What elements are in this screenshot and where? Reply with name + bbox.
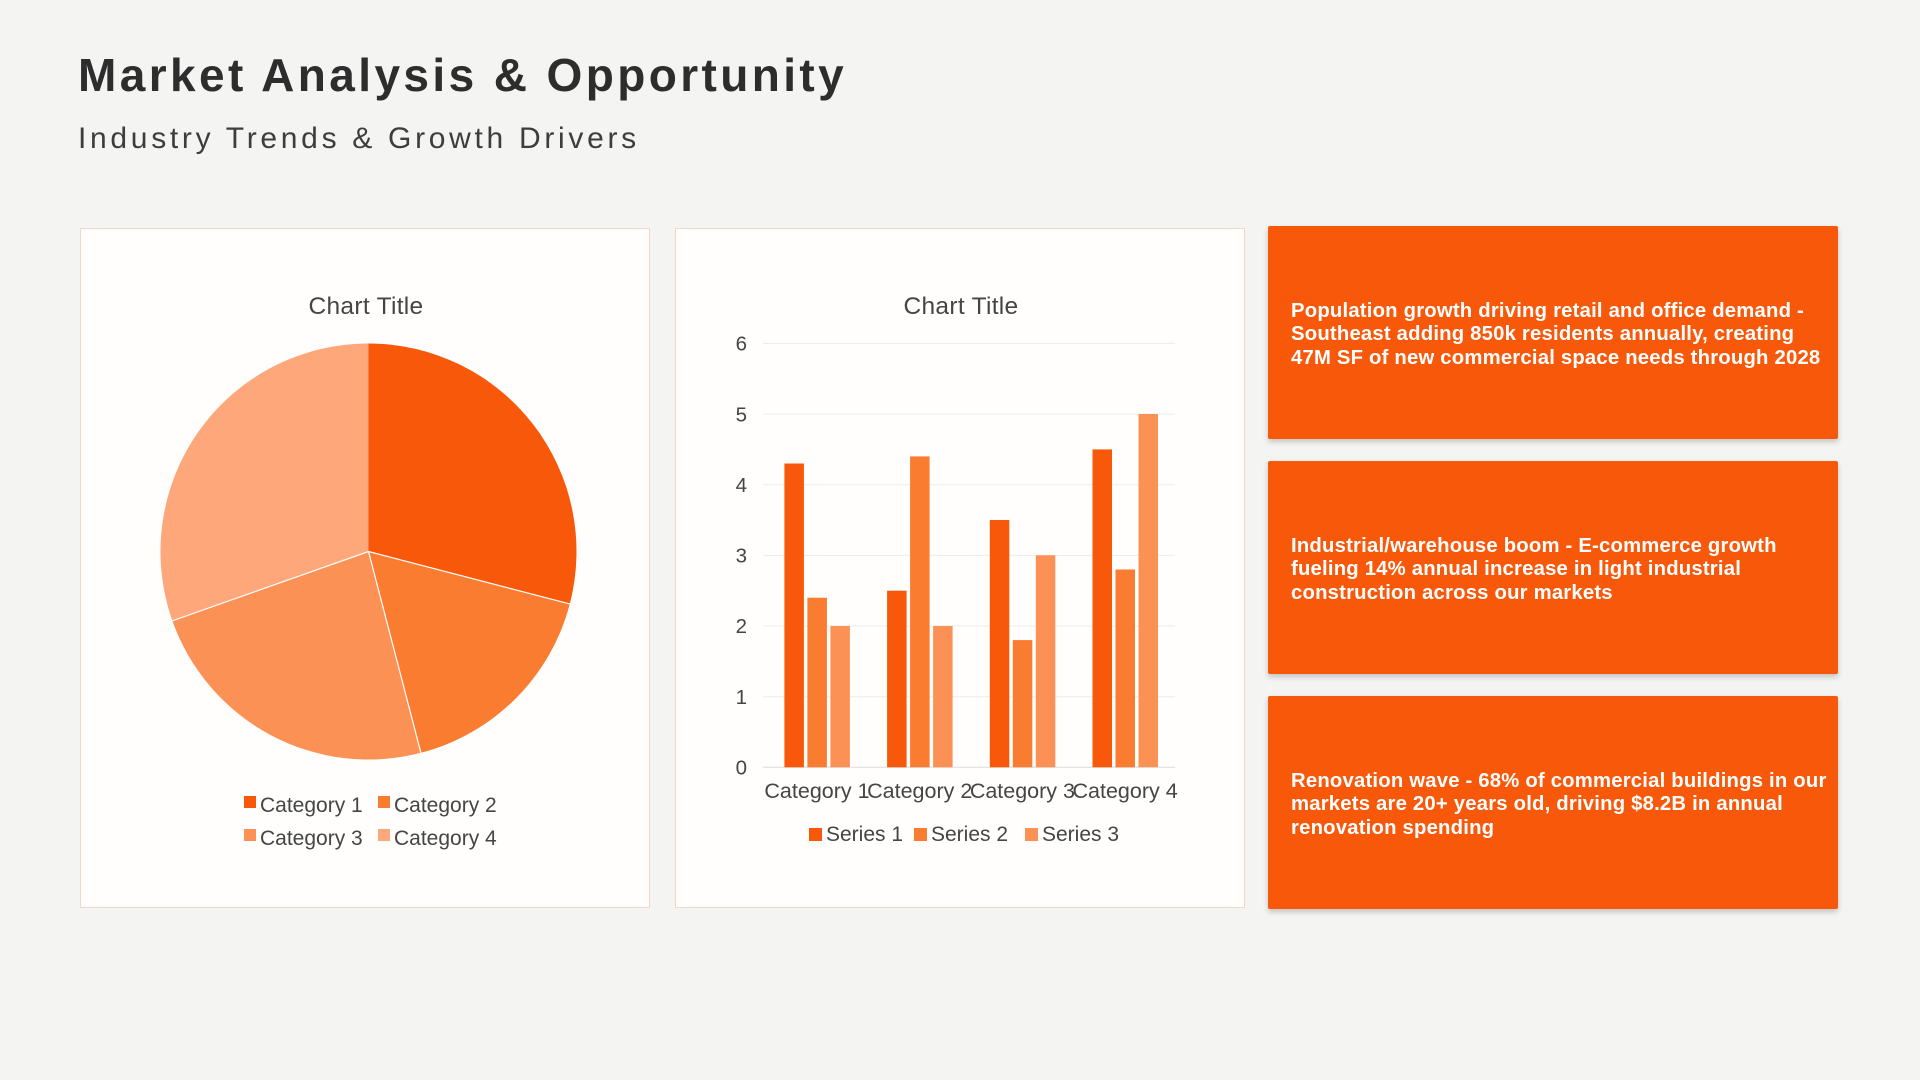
svg-text:Category 2: Category 2 xyxy=(394,794,497,817)
svg-text:6: 6 xyxy=(736,333,747,356)
svg-text:Series 1: Series 1 xyxy=(826,823,903,846)
svg-text:0: 0 xyxy=(736,757,747,780)
svg-text:Category 1: Category 1 xyxy=(260,794,363,817)
svg-text:Chart Title: Chart Title xyxy=(904,293,1019,320)
svg-text:Category 4: Category 4 xyxy=(1073,779,1178,803)
svg-text:2: 2 xyxy=(736,615,747,638)
svg-text:5: 5 xyxy=(736,403,747,426)
svg-text:Category 3: Category 3 xyxy=(260,827,363,850)
svg-text:3: 3 xyxy=(736,545,747,568)
svg-text:Series 2: Series 2 xyxy=(931,823,1008,846)
svg-text:Series 3: Series 3 xyxy=(1042,823,1119,846)
svg-text:4: 4 xyxy=(736,474,747,497)
svg-text:Category 4: Category 4 xyxy=(394,827,497,850)
svg-text:Category 2: Category 2 xyxy=(867,779,972,803)
svg-text:Chart Title: Chart Title xyxy=(309,293,424,320)
svg-text:1: 1 xyxy=(736,686,747,709)
svg-text:Category 1: Category 1 xyxy=(764,779,869,803)
svg-text:Category 3: Category 3 xyxy=(970,779,1075,803)
